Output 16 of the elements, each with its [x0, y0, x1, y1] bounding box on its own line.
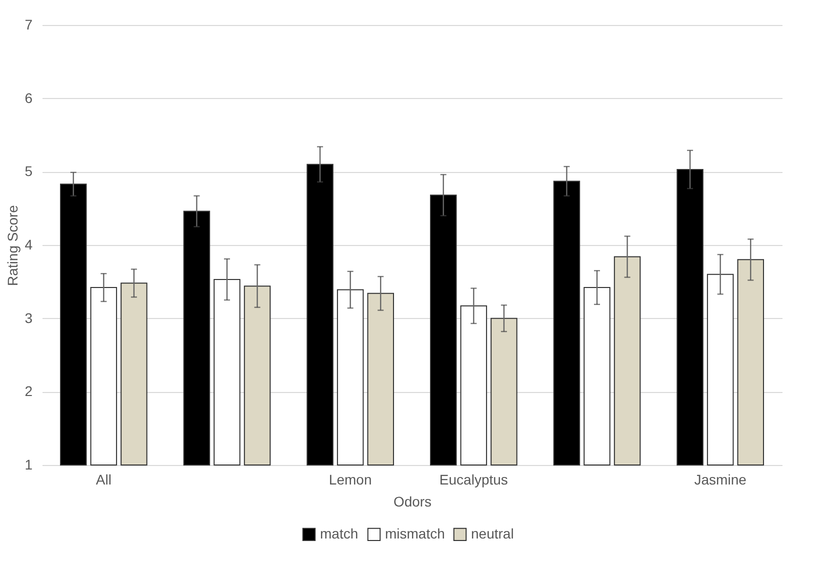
legend-label: mismatch	[385, 525, 445, 542]
y-tick-label: 2	[24, 383, 33, 400]
x-tick-label: Jasmine	[694, 472, 747, 488]
x-tick-label: Eucalyptus	[439, 472, 508, 488]
x-tick-label: All	[96, 472, 112, 488]
y-tick-label: 4	[24, 236, 33, 252]
legend-label: match	[320, 525, 358, 542]
y-tick-label: 3	[24, 310, 33, 326]
y-tick-label: 7	[24, 16, 33, 32]
x-axis-title: Odors	[393, 494, 432, 510]
y-tick-label: 1	[24, 456, 33, 472]
x-tick-label: Lemon	[328, 472, 372, 488]
y-axis-title: Rating Score	[4, 204, 21, 286]
y-tick-label: 6	[24, 90, 33, 106]
legend-label: neutral	[471, 525, 514, 542]
y-tick-label: 5	[24, 163, 33, 180]
